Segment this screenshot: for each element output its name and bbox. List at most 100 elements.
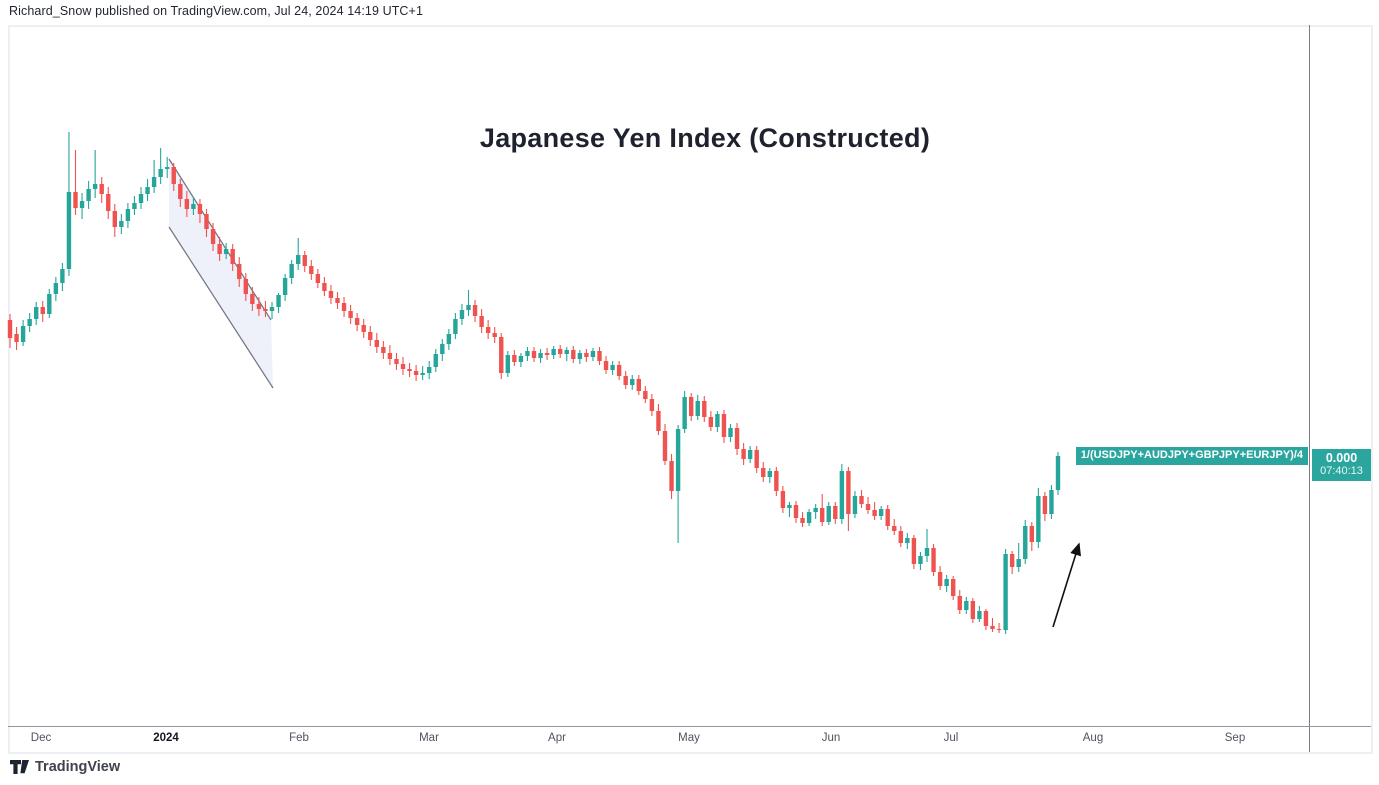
attribution-text: Richard_Snow published on TradingView.co… [9,4,424,18]
candle [944,575,949,592]
candle [977,606,982,622]
candle [505,351,510,377]
time-axis-label: Jun [821,732,841,744]
candle [256,297,262,316]
candle [335,292,340,309]
candle [34,302,39,325]
candle [512,350,517,366]
candle [911,535,917,569]
candle [86,181,91,209]
candle [734,423,740,455]
candle [427,361,432,379]
candle [990,618,995,632]
candle [518,353,524,367]
price-axis-separator[interactable] [1309,25,1310,752]
candle [374,333,379,353]
candle [531,347,537,362]
candle [446,329,452,350]
tradingview-logo[interactable]: TradingView [10,759,120,775]
candle [165,157,170,178]
candle [263,301,268,317]
tradingview-logo-icon [10,759,29,774]
candle [983,609,989,630]
symbol-formula-label: 1/(USDJPY+AUDJPY+GBPJPY+EURJPY)/4 [1075,447,1308,465]
candles-layer [7,132,1061,634]
candle [112,204,117,237]
descending-channel-annotation [168,158,274,389]
time-axis-label: Apr [548,732,566,744]
candle [466,290,471,316]
candle [433,349,438,372]
candle [459,304,465,325]
candle [846,467,851,531]
time-axis[interactable]: Dec 2024 Feb Mar Apr May Jun Jul Aug Sep [0,727,1379,752]
current-price-label: 0.000 07:40:13 [1312,449,1371,481]
candle [584,349,589,362]
candle [132,196,137,215]
candle [204,209,209,237]
candle [833,502,838,524]
candle [1016,543,1021,572]
candle [296,238,301,270]
candle [1042,492,1048,521]
candle [276,293,281,313]
time-axis-label: Dec [30,732,52,744]
candle [636,375,641,395]
candle [237,257,242,287]
candle [551,346,556,359]
candle [53,277,59,301]
candle [178,179,183,207]
candle [282,274,288,301]
candle [309,260,314,280]
candle [381,341,386,359]
candle [682,391,687,433]
candle [577,350,583,364]
candle [119,214,124,234]
candle [1055,452,1061,495]
candle [787,502,792,517]
candle [361,319,366,338]
candle [597,347,602,365]
candle [767,468,772,483]
candle [806,509,812,526]
candle [269,302,275,319]
candle [145,179,150,201]
candle [47,289,52,318]
candle [99,177,104,203]
candle [328,285,334,304]
time-axis-label: Feb [289,732,309,744]
candle [1029,522,1034,551]
candle [171,163,176,191]
candle [60,263,65,291]
candle [544,348,550,360]
candle [302,251,307,272]
candle [761,462,766,482]
candle [623,371,628,389]
candle [892,519,897,535]
candle [610,361,615,375]
candle [197,199,203,223]
candle [289,260,294,284]
time-axis-label: Aug [1082,732,1104,744]
candle [747,446,753,463]
candle [1036,488,1041,548]
candle [1003,549,1008,634]
candle [689,393,694,421]
candle [394,353,399,370]
candle [590,348,596,361]
candle [996,623,1002,633]
candle [40,301,45,322]
candle [931,544,936,576]
candle [73,150,78,215]
candle [348,305,353,324]
candle [774,467,779,496]
candle [106,187,111,219]
time-axis-label: Jul [943,732,959,744]
candle [813,504,818,519]
time-axis-label: May [678,732,700,744]
candle [662,424,668,465]
candle [715,411,720,432]
candle [970,598,976,623]
candle [79,193,85,219]
